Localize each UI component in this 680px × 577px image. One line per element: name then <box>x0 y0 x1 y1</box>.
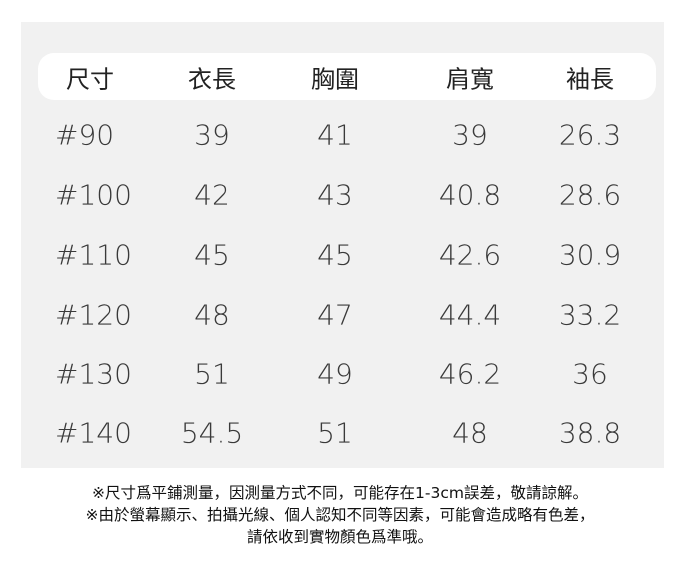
size-label: #120 <box>55 298 132 332</box>
table-cell: 40.8 <box>438 178 502 212</box>
size-label: #100 <box>55 178 132 212</box>
notes: ※尺寸爲平鋪測量，因測量方式不同，可能存在1-3cm誤差，敬請諒解。 ※由於螢幕… <box>0 482 680 548</box>
table-cell: 54.5 <box>180 416 244 450</box>
table-cell: 36 <box>572 357 608 391</box>
table-cell: 45 <box>317 238 353 272</box>
note-line: 請依收到實物顏色爲準哦。 <box>246 528 433 546</box>
table-header <box>38 53 656 100</box>
table-cell: 26.3 <box>558 118 622 152</box>
table-cell: 43 <box>317 178 353 212</box>
table-cell: 30.9 <box>558 238 622 272</box>
header-cell: 肩寬 <box>446 65 494 94</box>
table-cell: 51 <box>317 416 353 450</box>
table-cell: 47 <box>317 298 353 332</box>
table-cell: 46.2 <box>438 357 502 391</box>
table-cell: 44.4 <box>438 298 502 332</box>
header-cell: 衣長 <box>188 65 236 94</box>
size-label: #140 <box>55 416 132 450</box>
header-cell: 胸圍 <box>311 65 359 94</box>
table-cell: 39 <box>194 118 230 152</box>
size-label: #130 <box>55 357 132 391</box>
header-cell: 袖長 <box>566 65 614 94</box>
table-cell: 48 <box>452 416 488 450</box>
size-label: #110 <box>55 238 132 272</box>
note-line: ※由於螢幕顯示、拍攝光線、個人認知不同等因素，可能會造成略有色差， <box>85 506 595 524</box>
table-cell: 38.8 <box>558 416 622 450</box>
table-cell: 51 <box>194 357 230 391</box>
table-cell: 42 <box>194 178 230 212</box>
header-cell: 尺寸 <box>66 65 114 94</box>
table-cell: 28.6 <box>558 178 622 212</box>
size-label: #90 <box>55 118 115 152</box>
table-cell: 45 <box>194 238 230 272</box>
table-cell: 49 <box>317 357 353 391</box>
table-cell: 41 <box>317 118 353 152</box>
note-line: ※尺寸爲平鋪測量，因測量方式不同，可能存在1-3cm誤差，敬請諒解。 <box>92 484 588 502</box>
table-cell: 48 <box>194 298 230 332</box>
table-cell: 39 <box>452 118 488 152</box>
table-cell: 33.2 <box>558 298 622 332</box>
table-cell: 42.6 <box>438 238 502 272</box>
